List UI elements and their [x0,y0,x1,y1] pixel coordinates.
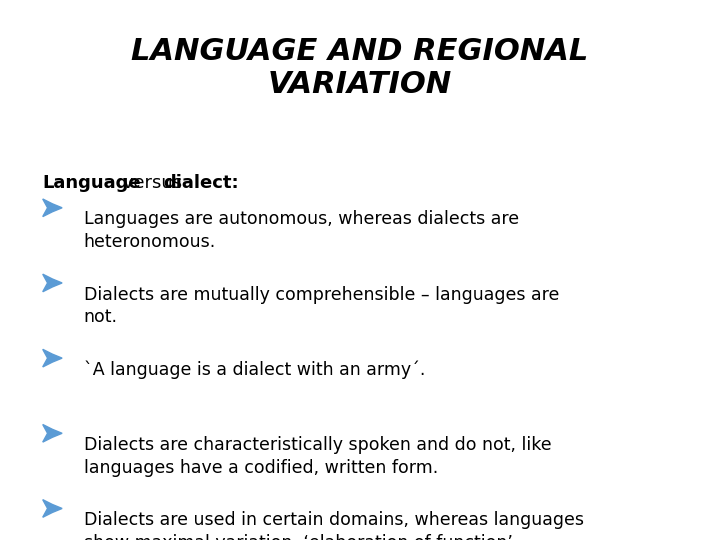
Polygon shape [42,274,62,292]
Text: LANGUAGE AND REGIONAL
VARIATION: LANGUAGE AND REGIONAL VARIATION [131,37,589,99]
Text: versus: versus [117,174,188,192]
Polygon shape [42,199,62,217]
Polygon shape [42,349,62,367]
Polygon shape [42,500,62,517]
Text: Dialects are used in certain domains, whereas languages
show maximal variation, : Dialects are used in certain domains, wh… [84,511,583,540]
Text: dialect:: dialect: [163,174,239,192]
Text: Languages are autonomous, whereas dialects are
heteronomous.: Languages are autonomous, whereas dialec… [84,211,518,251]
Text: `A language is a dialect with an army´.: `A language is a dialect with an army´. [84,361,425,379]
Text: Dialects are mutually comprehensible – languages are
not.: Dialects are mutually comprehensible – l… [84,286,559,327]
Polygon shape [42,424,62,442]
Text: Language: Language [42,174,140,192]
Text: Dialects are characteristically spoken and do not, like
languages have a codifie: Dialects are characteristically spoken a… [84,436,551,477]
